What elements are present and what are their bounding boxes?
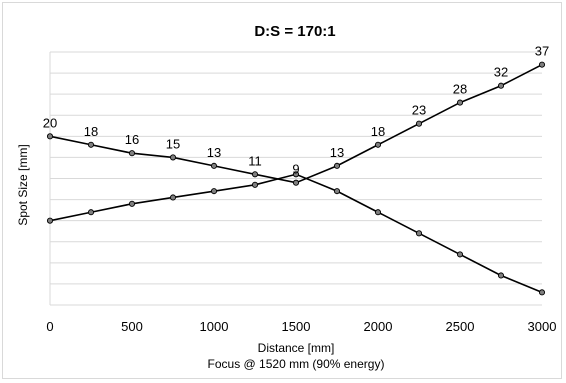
- data-label: 16: [125, 132, 139, 147]
- x-tick-label: 500: [121, 319, 143, 334]
- chart-frame: [2, 2, 562, 379]
- data-point: [251, 171, 259, 178]
- data-label: 13: [330, 145, 344, 160]
- data-point: [169, 154, 177, 161]
- data-label: 18: [371, 124, 385, 139]
- data-point: [415, 230, 423, 237]
- data-label: 37: [535, 44, 549, 59]
- series-line-2: [49, 173, 543, 294]
- data-point: [128, 200, 136, 207]
- data-point: [374, 141, 382, 148]
- chart-title: D:S = 170:1: [254, 23, 335, 40]
- data-point: [333, 162, 341, 169]
- data-point: [333, 188, 341, 195]
- data-point: [538, 289, 546, 296]
- data-point: [292, 179, 300, 186]
- data-point: [415, 120, 423, 127]
- data-point: [46, 217, 54, 224]
- x-tick-label: 1500: [282, 319, 311, 334]
- data-labels: 20 18 16 15 13 11 9 13 18 23 28 32 37: [43, 44, 549, 177]
- x-tick-label: 3000: [528, 319, 557, 334]
- data-point: [456, 99, 464, 106]
- data-point: [87, 209, 95, 216]
- x-tick-label: 0: [46, 319, 53, 334]
- data-point: [87, 141, 95, 148]
- data-point: [210, 188, 218, 195]
- data-point: [292, 171, 300, 178]
- data-point: [497, 272, 505, 279]
- data-point: [456, 251, 464, 258]
- x-tick-label: 1000: [200, 319, 229, 334]
- data-point: [538, 61, 546, 68]
- data-label: 20: [43, 115, 57, 130]
- data-point: [210, 162, 218, 169]
- y-axis-label: Spot Size [mm]: [16, 144, 30, 225]
- x-tick-labels: 0 500 1000 1500 2000 2500 3000: [46, 319, 556, 334]
- data-point: [497, 82, 505, 89]
- x-tick-label: 2000: [364, 319, 393, 334]
- data-label: 28: [453, 82, 467, 97]
- data-label: 23: [412, 103, 426, 118]
- data-label: 18: [84, 124, 98, 139]
- x-tick-label: 2500: [446, 319, 475, 334]
- gridlines: [49, 51, 542, 306]
- x-axis-label: Distance [mm]: [258, 341, 335, 355]
- data-label: 32: [494, 65, 508, 80]
- data-point: [128, 150, 136, 157]
- data-point: [251, 181, 259, 188]
- data-label: 11: [248, 153, 262, 168]
- chart-subtitle: Focus @ 1520 mm (90% energy): [208, 357, 385, 371]
- data-label: 15: [166, 136, 180, 151]
- data-point: [374, 209, 382, 216]
- series-lines: [46, 61, 546, 296]
- data-label: 9: [292, 162, 299, 177]
- data-label: 13: [207, 145, 221, 160]
- data-point: [46, 133, 54, 140]
- data-point: [169, 194, 177, 201]
